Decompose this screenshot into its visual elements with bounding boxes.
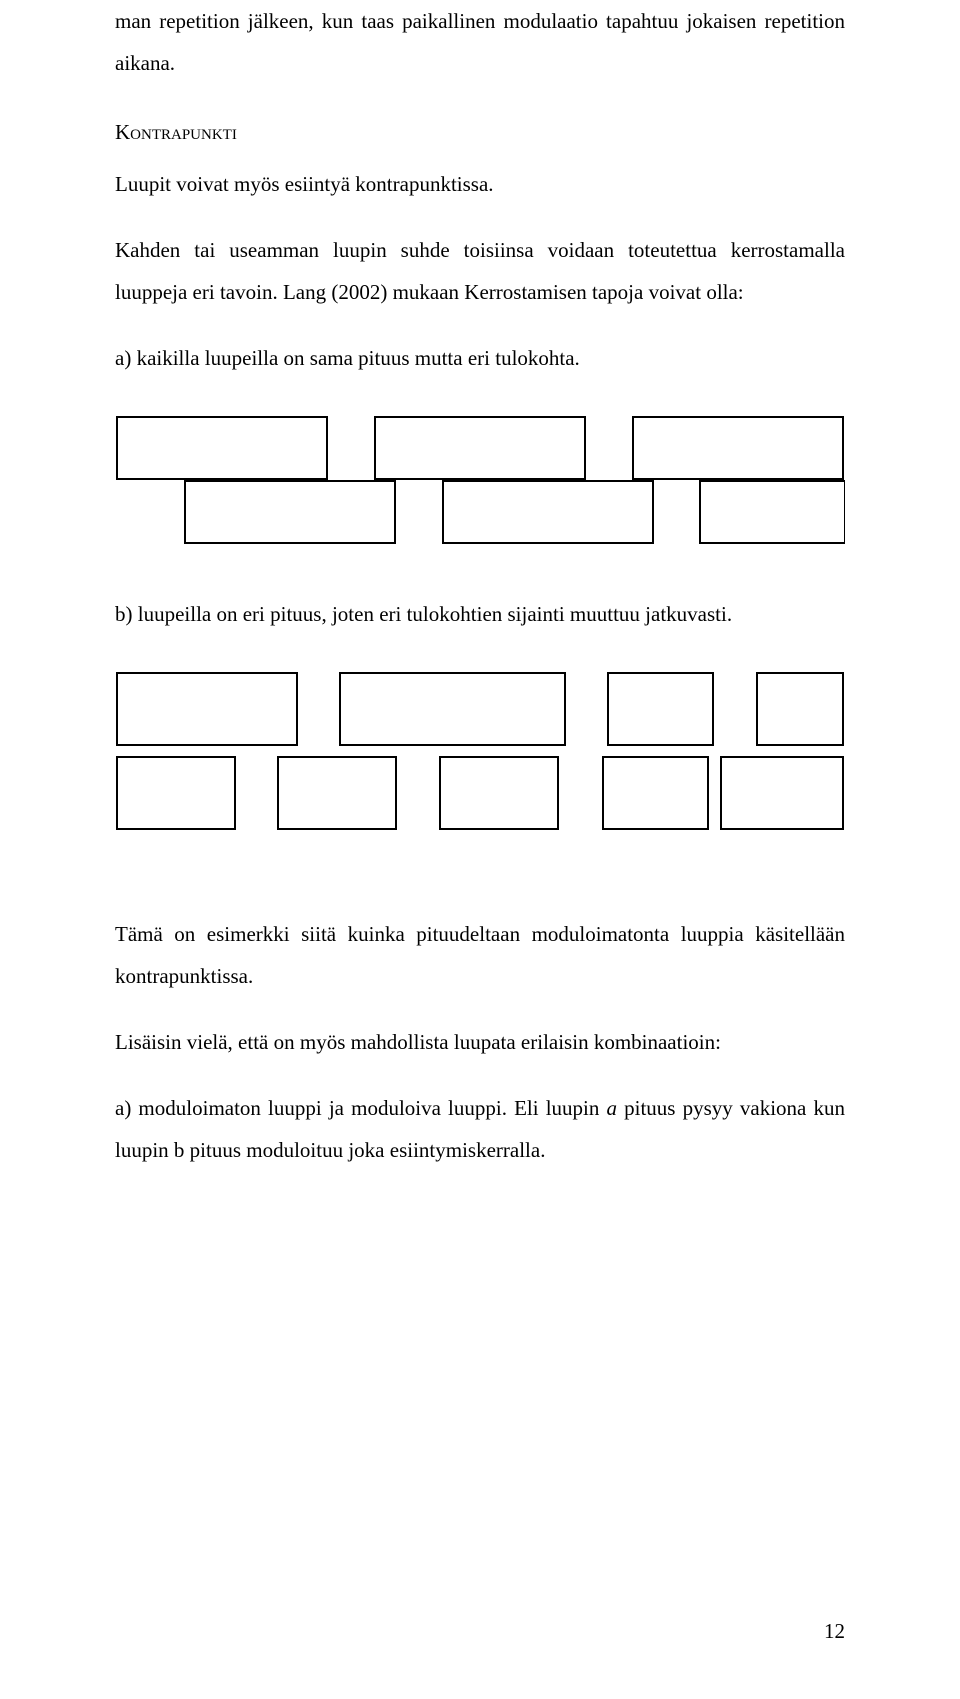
paragraph-5: b) luupeilla on eri pituus, joten eri tu… <box>115 593 845 635</box>
para8-em: a <box>607 1096 618 1120</box>
diagram-b <box>115 671 845 833</box>
paragraph-4: a) kaikilla luupeilla on sama pituus mut… <box>115 337 845 379</box>
diagram-a <box>115 415 845 545</box>
page-number: 12 <box>824 1619 845 1644</box>
paragraph-2: Luupit voivat myös esiintyä kontrapunkti… <box>115 163 845 205</box>
heading-kontrapunkti: Kontrapunkti <box>115 120 845 145</box>
paragraph-7: Lisäisin vielä, että on myös mahdollista… <box>115 1021 845 1063</box>
paragraph-3: Kahden tai useamman luupin suhde toisiin… <box>115 229 845 313</box>
paragraph-1: man repetition jälkeen, kun taas paikall… <box>115 0 845 84</box>
paragraph-6: Tämä on esimerkki siitä kuinka pituudelt… <box>115 913 845 997</box>
para8-pre: a) moduloimaton luuppi ja moduloiva luup… <box>115 1096 607 1120</box>
paragraph-8: a) moduloimaton luuppi ja moduloiva luup… <box>115 1087 845 1171</box>
